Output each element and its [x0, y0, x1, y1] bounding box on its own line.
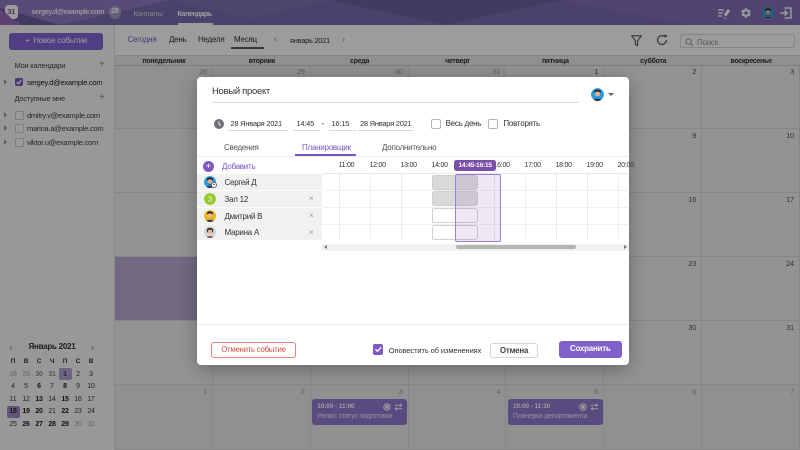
svg-text:З: З [208, 196, 212, 203]
